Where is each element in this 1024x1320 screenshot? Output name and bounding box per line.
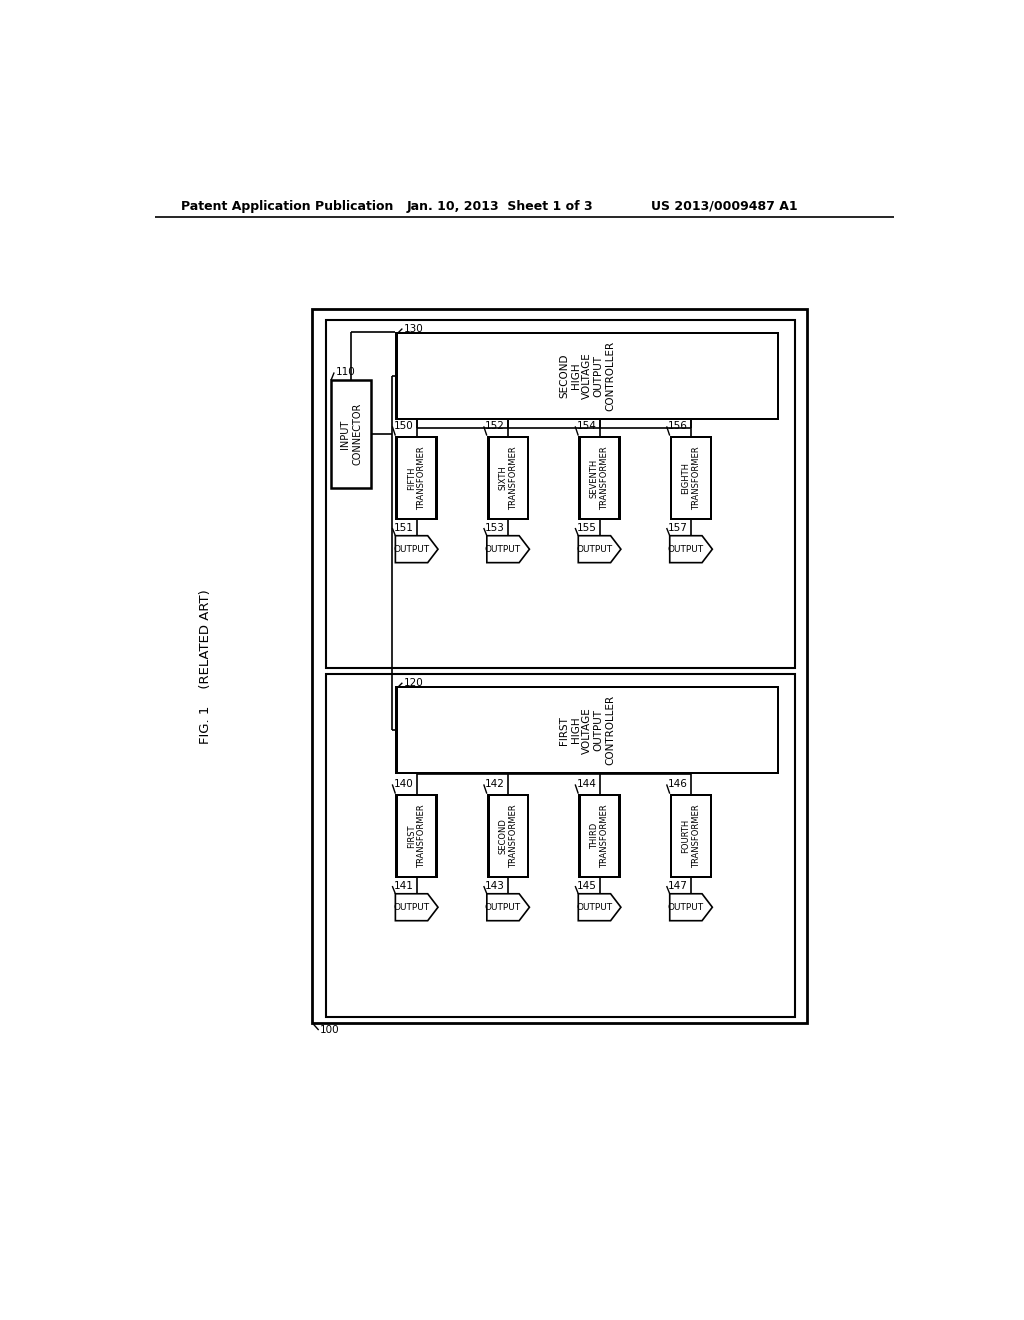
Text: OUTPUT: OUTPUT bbox=[485, 545, 521, 553]
Text: 142: 142 bbox=[485, 779, 505, 789]
Text: Jan. 10, 2013  Sheet 1 of 3: Jan. 10, 2013 Sheet 1 of 3 bbox=[407, 199, 593, 213]
Text: 157: 157 bbox=[669, 523, 688, 533]
Bar bbox=[486, 436, 529, 520]
Polygon shape bbox=[670, 536, 713, 562]
Bar bbox=[398, 796, 435, 875]
Bar bbox=[673, 796, 710, 875]
Text: 151: 151 bbox=[394, 523, 414, 533]
Text: SECOND
TRANSFORMER: SECOND TRANSFORMER bbox=[499, 804, 518, 867]
Polygon shape bbox=[395, 536, 438, 562]
Text: SEVENTH
TRANSFORMER: SEVENTH TRANSFORMER bbox=[590, 446, 609, 510]
Text: FIFTH
TRANSFORMER: FIFTH TRANSFORMER bbox=[407, 446, 426, 510]
Bar bbox=[395, 331, 779, 420]
Text: Patent Application Publication: Patent Application Publication bbox=[180, 199, 393, 213]
Text: 144: 144 bbox=[577, 779, 597, 789]
Text: OUTPUT: OUTPUT bbox=[393, 903, 430, 912]
Text: FIRST
TRANSFORMER: FIRST TRANSFORMER bbox=[407, 804, 426, 867]
Text: US 2013/0009487 A1: US 2013/0009487 A1 bbox=[651, 199, 798, 213]
Bar bbox=[489, 796, 526, 875]
Text: OUTPUT: OUTPUT bbox=[485, 903, 521, 912]
Text: 110: 110 bbox=[336, 367, 355, 378]
Text: OUTPUT: OUTPUT bbox=[577, 545, 612, 553]
Bar bbox=[395, 436, 438, 520]
Text: 141: 141 bbox=[394, 880, 414, 891]
Text: SECOND
HIGH
VOLTAGE
OUTPUT
CONTROLLER: SECOND HIGH VOLTAGE OUTPUT CONTROLLER bbox=[559, 341, 615, 411]
Bar bbox=[581, 796, 618, 875]
Bar bbox=[579, 793, 621, 878]
Text: FIRST
HIGH
VOLTAGE
OUTPUT
CONTROLLER: FIRST HIGH VOLTAGE OUTPUT CONTROLLER bbox=[559, 696, 615, 766]
Text: FIG. 1    (RELATED ART): FIG. 1 (RELATED ART) bbox=[199, 589, 212, 744]
Text: 140: 140 bbox=[394, 779, 414, 789]
Text: OUTPUT: OUTPUT bbox=[668, 903, 703, 912]
Polygon shape bbox=[395, 894, 438, 921]
Bar bbox=[312, 309, 807, 1023]
Text: EIGHTH
TRANSFORMER: EIGHTH TRANSFORMER bbox=[681, 446, 700, 510]
Text: 156: 156 bbox=[669, 421, 688, 432]
Polygon shape bbox=[486, 536, 529, 562]
Bar bbox=[397, 334, 776, 418]
Bar bbox=[331, 380, 372, 488]
Bar bbox=[581, 438, 618, 517]
Text: OUTPUT: OUTPUT bbox=[577, 903, 612, 912]
Text: THIRD
TRANSFORMER: THIRD TRANSFORMER bbox=[590, 804, 609, 867]
Polygon shape bbox=[486, 894, 529, 921]
Bar bbox=[395, 793, 438, 878]
Polygon shape bbox=[670, 894, 713, 921]
Text: 154: 154 bbox=[577, 421, 597, 432]
Bar bbox=[326, 321, 795, 668]
Text: 100: 100 bbox=[321, 1026, 340, 1035]
Text: INPUT
CONNECTOR: INPUT CONNECTOR bbox=[340, 403, 362, 465]
Text: 120: 120 bbox=[403, 677, 424, 688]
Text: 145: 145 bbox=[577, 880, 597, 891]
Bar bbox=[579, 436, 621, 520]
Text: 143: 143 bbox=[485, 880, 505, 891]
Bar bbox=[670, 436, 713, 520]
Polygon shape bbox=[579, 536, 621, 562]
Text: 130: 130 bbox=[403, 323, 424, 334]
Text: 152: 152 bbox=[485, 421, 505, 432]
Text: 146: 146 bbox=[669, 779, 688, 789]
Bar bbox=[395, 686, 779, 775]
Text: FOURTH
TRANSFORMER: FOURTH TRANSFORMER bbox=[681, 804, 700, 867]
Bar bbox=[673, 438, 710, 517]
Bar bbox=[326, 675, 795, 1016]
Text: OUTPUT: OUTPUT bbox=[393, 545, 430, 553]
Bar bbox=[489, 438, 526, 517]
Text: SIXTH
TRANSFORMER: SIXTH TRANSFORMER bbox=[499, 446, 518, 510]
Bar bbox=[670, 793, 713, 878]
Bar bbox=[397, 688, 776, 772]
Text: 155: 155 bbox=[577, 523, 597, 533]
Bar bbox=[398, 438, 435, 517]
Text: OUTPUT: OUTPUT bbox=[668, 545, 703, 553]
Polygon shape bbox=[579, 894, 621, 921]
Text: 153: 153 bbox=[485, 523, 505, 533]
Text: 147: 147 bbox=[669, 880, 688, 891]
Bar bbox=[486, 793, 529, 878]
Text: 150: 150 bbox=[394, 421, 414, 432]
